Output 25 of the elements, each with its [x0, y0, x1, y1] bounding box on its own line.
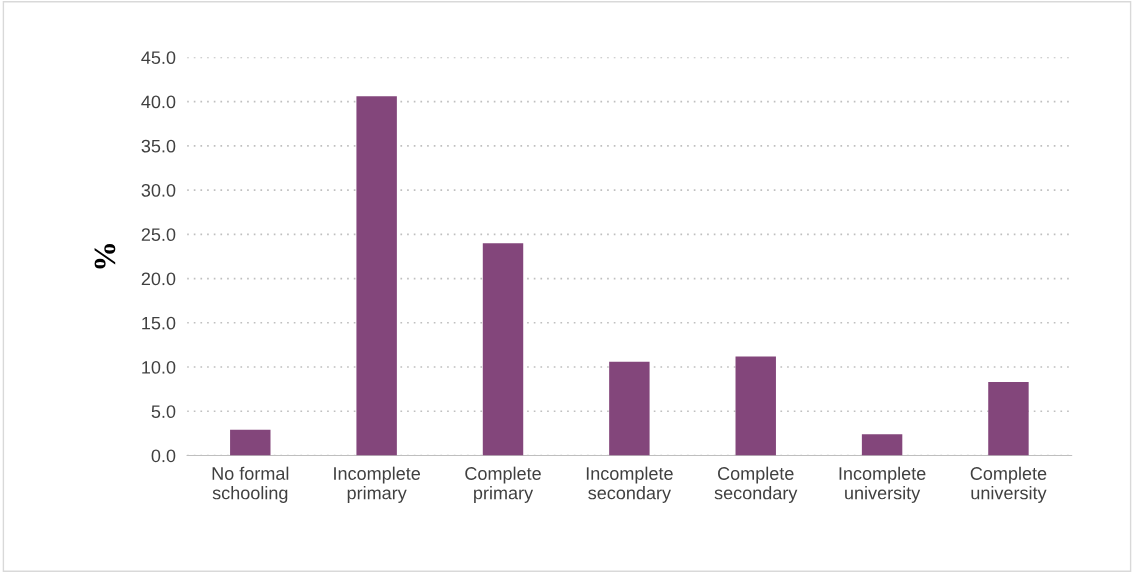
y-tick-label: 40.0 — [141, 95, 176, 109]
y-tick-label: 5.0 — [151, 405, 176, 419]
x-tick-label: Incomplete secondary — [586, 466, 673, 503]
x-tick-label: No formal schooling — [212, 466, 289, 503]
bar — [482, 243, 524, 456]
y-tick-label: 25.0 — [141, 228, 176, 242]
x-tick-label: Complete primary — [465, 466, 541, 503]
x-tick-label: Incomplete university — [839, 466, 926, 503]
bar — [861, 434, 903, 456]
y-tick-label: 35.0 — [141, 139, 176, 153]
bar — [609, 361, 650, 456]
bar — [988, 382, 1029, 456]
bar — [230, 429, 271, 456]
x-tick-label: Complete secondary — [714, 466, 798, 503]
y-tick-label: 15.0 — [142, 316, 176, 330]
y-tick-label: 20.0 — [141, 272, 176, 286]
x-tick-label: Complete university — [970, 466, 1047, 503]
y-axis-title: % — [94, 244, 116, 269]
y-tick-label: 45.0 — [141, 51, 176, 65]
y-tick-label: 10.0 — [142, 360, 176, 374]
bar — [735, 356, 776, 456]
y-tick-label: 30.0 — [141, 183, 176, 197]
y-tick-label: 0.0 — [151, 449, 176, 463]
bar — [356, 96, 397, 456]
x-tick-label: Incomplete primary — [334, 466, 421, 503]
